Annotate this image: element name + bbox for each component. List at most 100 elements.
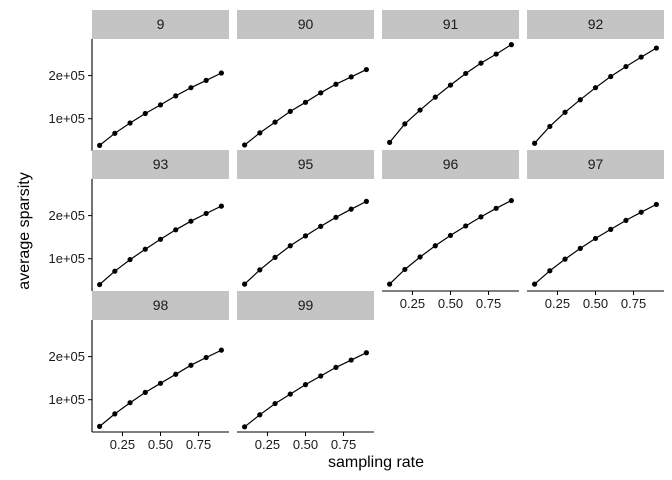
data-point: [653, 45, 659, 51]
data-point: [218, 70, 224, 76]
data-point: [272, 254, 278, 260]
data-point: [203, 77, 209, 83]
data-point: [218, 347, 224, 353]
data-point: [348, 206, 354, 212]
data-point: [447, 82, 454, 88]
data-point: [333, 81, 339, 87]
data-point: [387, 139, 393, 145]
y-tick-label: 1e+05: [48, 111, 85, 126]
data-point: [447, 232, 454, 239]
data-point: [142, 389, 148, 395]
series-line: [244, 352, 367, 428]
data-point: [142, 246, 148, 252]
data-point: [638, 209, 644, 215]
data-point: [318, 90, 324, 96]
data-point: [532, 281, 538, 287]
data-point: [387, 281, 393, 287]
facet-strip: [92, 10, 229, 39]
data-point: [157, 236, 164, 242]
data-point: [508, 42, 514, 48]
data-point: [112, 268, 118, 274]
facet-panel: 98 1e+05 2e+05 0.25 0.50 0.75: [48, 291, 229, 452]
data-point: [157, 102, 164, 108]
data-point: [173, 227, 179, 233]
facet-strip-label: 90: [298, 16, 314, 32]
series-line: [534, 47, 657, 144]
data-point: [547, 123, 553, 130]
data-point: [592, 235, 599, 242]
facet-strip-label: 92: [588, 16, 604, 32]
data-point: [257, 267, 263, 273]
series-line: [99, 72, 222, 146]
y-tick-label: 2e+05: [48, 68, 85, 83]
data-point: [318, 223, 324, 229]
facet-strip-label: 97: [588, 156, 604, 172]
data-point: [97, 281, 103, 288]
data-point: [547, 268, 553, 274]
data-point: [188, 218, 194, 224]
facet-strip: [237, 150, 374, 179]
data-point: [592, 85, 599, 91]
data-point: [188, 362, 194, 368]
x-tick-label: 0.75: [331, 437, 356, 452]
data-point: [562, 256, 568, 262]
facet-strip: [92, 291, 229, 320]
data-point: [203, 354, 209, 361]
x-tick-label: 0.50: [148, 437, 173, 452]
facet-panel: 90: [237, 10, 374, 148]
data-point: [478, 214, 484, 220]
data-point: [127, 400, 133, 406]
x-tick-label: 0.25: [255, 437, 280, 452]
y-tick-label: 1e+05: [48, 251, 85, 266]
facet-strip: [382, 10, 519, 39]
x-tick-label: 0.50: [583, 296, 608, 311]
facet-strip: [527, 150, 664, 179]
data-point: [287, 108, 293, 114]
x-tick-label: 0.25: [110, 437, 135, 452]
series-line: [389, 199, 512, 285]
data-point: [287, 391, 293, 397]
data-point: [348, 357, 354, 363]
data-point: [653, 201, 659, 208]
data-point: [363, 198, 369, 204]
data-point: [127, 120, 133, 126]
y-tick-label: 1e+05: [48, 392, 85, 407]
y-tick-label: 2e+05: [48, 208, 85, 223]
x-tick-label: 0.25: [400, 296, 425, 311]
data-point: [432, 243, 438, 249]
series-line: [99, 349, 222, 427]
data-point: [363, 66, 369, 73]
data-point: [432, 94, 438, 100]
facet-panel: 92: [527, 10, 664, 146]
data-point: [318, 373, 324, 379]
facet-panel: 95: [237, 150, 374, 287]
facet-strip: [382, 150, 519, 179]
x-tick-label: 0.75: [476, 296, 501, 311]
data-point: [348, 74, 354, 80]
data-point: [97, 423, 103, 429]
data-point: [257, 130, 263, 136]
series-line: [244, 200, 367, 285]
data-point: [272, 400, 278, 407]
data-point: [173, 93, 179, 99]
data-point: [203, 210, 209, 217]
data-point: [242, 142, 248, 148]
data-point: [623, 63, 629, 70]
data-point: [402, 121, 408, 127]
x-tick-label: 0.75: [621, 296, 646, 311]
data-point: [97, 142, 103, 148]
data-point: [257, 412, 263, 418]
data-point: [608, 226, 614, 232]
data-point: [218, 203, 224, 209]
facet-strip-label: 93: [153, 156, 169, 172]
data-point: [333, 364, 339, 370]
facet-strip-label: 99: [298, 297, 314, 313]
data-point: [577, 97, 583, 103]
series-line: [99, 205, 222, 285]
data-point: [302, 99, 309, 105]
data-point: [417, 107, 423, 113]
data-point: [333, 214, 339, 220]
facet-panel: 9 1e+05 2e+05: [48, 10, 229, 151]
x-axis-title: sampling rate: [328, 454, 424, 471]
